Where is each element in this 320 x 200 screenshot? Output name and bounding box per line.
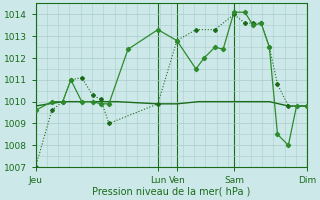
X-axis label: Pression niveau de la mer( hPa ): Pression niveau de la mer( hPa ) [92,187,251,197]
